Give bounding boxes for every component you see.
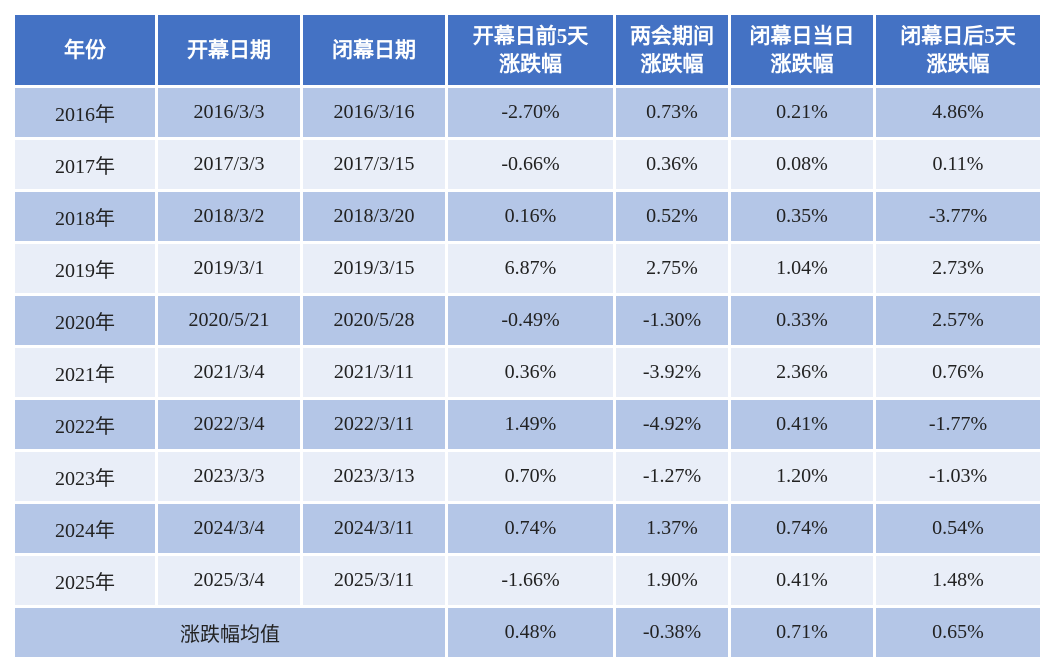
table-cell: 2017/3/15 <box>303 140 445 189</box>
data-table: 年份 开幕日期 闭幕日期 开幕日前5天 涨跌幅 两会期间 涨跌幅 闭幕日当日 涨跌幅 闭幕日… <box>12 12 1043 660</box>
table-cell: 6.87% <box>448 244 613 293</box>
table-cell: 0.41% <box>731 400 873 449</box>
header-cell: 开幕日期 <box>158 15 300 85</box>
table-row: 2018年 2018/3/2 2018/3/20 0.16% 0.52% 0.35% -3.… <box>15 192 1040 241</box>
table-cell: 2022/3/11 <box>303 400 445 449</box>
table-cell: -0.49% <box>448 296 613 345</box>
table-cell: 2016/3/16 <box>303 88 445 137</box>
table-cell: -1.03% <box>876 452 1040 501</box>
footer-cell: 0.65% <box>876 608 1040 657</box>
header-cell: 开幕日前5天 涨跌幅 <box>448 15 613 85</box>
table-cell: -3.92% <box>616 348 728 397</box>
header-cell: 年份 <box>15 15 155 85</box>
table-row: 2023年 2023/3/3 2023/3/13 0.70% -1.27% 1.20% -1… <box>15 452 1040 501</box>
table-cell: 2020/5/28 <box>303 296 445 345</box>
table-row: 2024年 2024/3/4 2024/3/11 0.74% 1.37% 0.74% 0.5… <box>15 504 1040 553</box>
table-cell: -1.77% <box>876 400 1040 449</box>
table-row: 2017年 2017/3/3 2017/3/15 -0.66% 0.36% 0.08% 0.… <box>15 140 1040 189</box>
table-cell: 1.49% <box>448 400 613 449</box>
table-cell: 0.36% <box>448 348 613 397</box>
table-cell: 2022/3/4 <box>158 400 300 449</box>
table-cell: 2024/3/11 <box>303 504 445 553</box>
table-cell: 2021/3/4 <box>158 348 300 397</box>
table-cell: -1.30% <box>616 296 728 345</box>
table-row: 2016年 2016/3/3 2016/3/16 -2.70% 0.73% 0.21% 4.… <box>15 88 1040 137</box>
table-cell: 2017/3/3 <box>158 140 300 189</box>
table-cell: 2018/3/20 <box>303 192 445 241</box>
table-row: 2020年 2020/5/21 2020/5/28 -0.49% -1.30% 0.33%… <box>15 296 1040 345</box>
table-cell: 1.20% <box>731 452 873 501</box>
table-cell: 2016年 <box>15 88 155 137</box>
header-cell: 闭幕日当日 涨跌幅 <box>731 15 873 85</box>
footer-cell: 0.48% <box>448 608 613 657</box>
table-cell: 2.57% <box>876 296 1040 345</box>
table-cell: 2023年 <box>15 452 155 501</box>
table-cell: -4.92% <box>616 400 728 449</box>
table-cell: 2022年 <box>15 400 155 449</box>
table-cell: 2.75% <box>616 244 728 293</box>
table-cell: 2023/3/13 <box>303 452 445 501</box>
table-cell: 0.21% <box>731 88 873 137</box>
table-cell: 2019年 <box>15 244 155 293</box>
table-cell: 2017年 <box>15 140 155 189</box>
table-cell: 0.73% <box>616 88 728 137</box>
table-cell: -0.66% <box>448 140 613 189</box>
table-cell: 0.11% <box>876 140 1040 189</box>
table-cell: 2025年 <box>15 556 155 605</box>
table-cell: 0.74% <box>448 504 613 553</box>
header-row: 年份 开幕日期 闭幕日期 开幕日前5天 涨跌幅 两会期间 涨跌幅 闭幕日当日 涨跌幅 闭幕日… <box>15 15 1040 85</box>
table-row: 2022年 2022/3/4 2022/3/11 1.49% -4.92% 0.41% -1… <box>15 400 1040 449</box>
table-body: 2016年 2016/3/3 2016/3/16 -2.70% 0.73% 0.21% 4.… <box>15 88 1040 657</box>
table-cell: 2019/3/1 <box>158 244 300 293</box>
table-cell: 2018/3/2 <box>158 192 300 241</box>
table-cell: 0.76% <box>876 348 1040 397</box>
table-cell: 2024年 <box>15 504 155 553</box>
table-cell: 0.74% <box>731 504 873 553</box>
table-cell: 1.90% <box>616 556 728 605</box>
table-cell: 2025/3/11 <box>303 556 445 605</box>
table-cell: 0.35% <box>731 192 873 241</box>
table-cell: 1.48% <box>876 556 1040 605</box>
table-row: 2025年 2025/3/4 2025/3/11 -1.66% 1.90% 0.41% 1.… <box>15 556 1040 605</box>
table-cell: 2.36% <box>731 348 873 397</box>
table-cell: 2.73% <box>876 244 1040 293</box>
table-cell: 1.37% <box>616 504 728 553</box>
table-cell: 2018年 <box>15 192 155 241</box>
footer-row: 涨跌幅均值 0.48% -0.38% 0.71% 0.65% <box>15 608 1040 657</box>
table-row: 2021年 2021/3/4 2021/3/11 0.36% -3.92% 2.36% 0.… <box>15 348 1040 397</box>
table-cell: 2020年 <box>15 296 155 345</box>
footer-cell: 0.71% <box>731 608 873 657</box>
footer-cell: -0.38% <box>616 608 728 657</box>
table-cell: -1.27% <box>616 452 728 501</box>
header-cell: 闭幕日后5天 涨跌幅 <box>876 15 1040 85</box>
table-cell: -3.77% <box>876 192 1040 241</box>
table-cell: 0.08% <box>731 140 873 189</box>
table-cell: 2025/3/4 <box>158 556 300 605</box>
header-cell: 两会期间 涨跌幅 <box>616 15 728 85</box>
header-cell: 闭幕日期 <box>303 15 445 85</box>
table-cell: 0.33% <box>731 296 873 345</box>
table-cell: 0.52% <box>616 192 728 241</box>
table-cell: -2.70% <box>448 88 613 137</box>
table-cell: -1.66% <box>448 556 613 605</box>
table-cell: 2024/3/4 <box>158 504 300 553</box>
table-cell: 1.04% <box>731 244 873 293</box>
table-cell: 2021年 <box>15 348 155 397</box>
table-cell: 0.16% <box>448 192 613 241</box>
table-cell: 0.70% <box>448 452 613 501</box>
table-cell: 2016/3/3 <box>158 88 300 137</box>
table-cell: 2023/3/3 <box>158 452 300 501</box>
table-cell: 2020/5/21 <box>158 296 300 345</box>
table-cell: 2019/3/15 <box>303 244 445 293</box>
table-cell: 2021/3/11 <box>303 348 445 397</box>
table-cell: 0.41% <box>731 556 873 605</box>
footer-label: 涨跌幅均值 <box>15 608 445 657</box>
table-cell: 4.86% <box>876 88 1040 137</box>
table-row: 2019年 2019/3/1 2019/3/15 6.87% 2.75% 1.04% 2.7… <box>15 244 1040 293</box>
table-cell: 0.36% <box>616 140 728 189</box>
table-cell: 0.54% <box>876 504 1040 553</box>
